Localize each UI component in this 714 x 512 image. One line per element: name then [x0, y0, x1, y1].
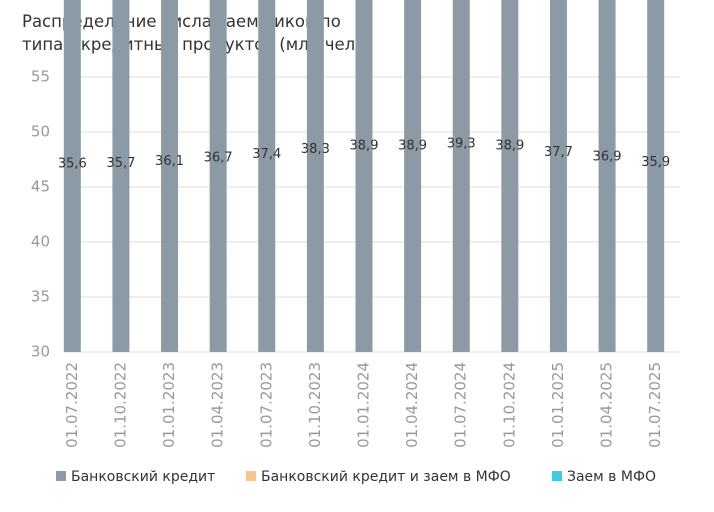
bar-segment: [404, 0, 422, 352]
data-label: 38,3: [301, 142, 330, 157]
x-tick-label: 01.07.2023: [257, 362, 275, 448]
bar-segment: [209, 0, 227, 353]
data-label: 35,7: [106, 156, 135, 171]
y-tick-label: 55: [31, 68, 50, 86]
x-tick-label: 01.04.2024: [403, 362, 421, 448]
y-tick-label: 45: [31, 178, 50, 196]
x-tick-label: 01.01.2024: [355, 362, 373, 448]
bar-segment: [161, 0, 179, 353]
data-label: 38,9: [398, 139, 427, 154]
data-label: 35,6: [58, 157, 87, 172]
data-label: 37,4: [252, 147, 281, 162]
bar-segment: [306, 0, 324, 352]
data-label: 36,9: [593, 150, 622, 165]
x-tick-label: 01.10.2022: [111, 362, 129, 448]
data-label: 35,9: [641, 155, 670, 170]
bar-segment: [355, 0, 373, 352]
legend-label: Банковский кредит: [71, 469, 215, 485]
bar-segment: [647, 0, 665, 352]
data-label: 39,3: [447, 136, 476, 151]
x-tick-label: 01.07.2025: [646, 362, 664, 448]
legend-swatch: [56, 471, 66, 481]
x-tick-label: 01.04.2025: [598, 362, 616, 448]
x-tick-label: 01.01.2023: [160, 362, 178, 448]
bar-segment: [258, 0, 276, 352]
bar-segment: [549, 0, 567, 353]
legend-swatch: [552, 471, 562, 481]
bar-segment: [598, 0, 616, 352]
legend-swatch: [246, 471, 256, 481]
data-label: 37,7: [544, 145, 573, 160]
bar-segment: [112, 0, 130, 353]
data-label: 38,9: [350, 139, 379, 154]
x-tick-label: 01.01.2025: [549, 362, 567, 448]
bar-segment: [63, 0, 81, 353]
y-tick-label: 50: [31, 123, 50, 141]
x-tick-label: 01.07.2024: [452, 362, 470, 448]
legend-label: Банковский кредит и заем в МФО: [261, 469, 511, 485]
data-label: 36,1: [155, 154, 184, 169]
y-tick-label: 40: [31, 233, 50, 251]
x-tick-label: 01.07.2022: [63, 362, 81, 448]
y-tick-label: 30: [31, 343, 50, 361]
bar-segment: [452, 0, 470, 352]
x-tick-label: 01.04.2023: [209, 362, 227, 448]
data-label: 36,7: [204, 151, 233, 166]
bar-segment: [501, 0, 519, 352]
x-tick-label: 01.10.2024: [500, 362, 518, 448]
y-tick-label: 35: [31, 288, 50, 306]
legend-label: Заем в МФО: [567, 469, 656, 485]
data-label: 38,9: [495, 139, 524, 154]
x-tick-label: 01.10.2023: [306, 362, 324, 448]
